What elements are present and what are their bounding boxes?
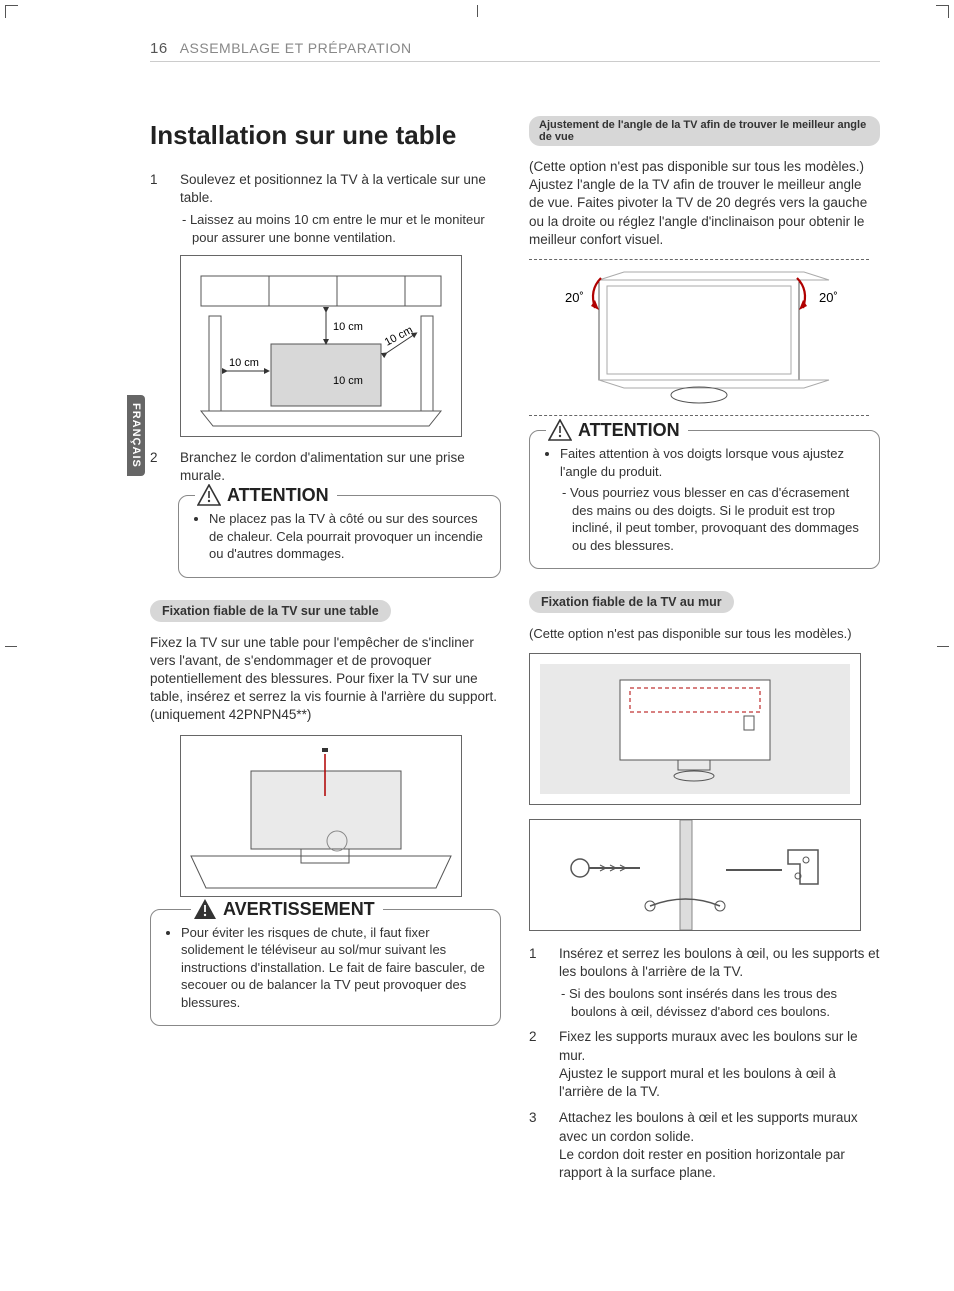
figure-table-screw: [180, 735, 462, 897]
warning-triangle-icon: [197, 484, 221, 506]
warning-triangle-solid-icon: [193, 898, 217, 920]
svg-text:20˚: 20˚: [819, 290, 838, 305]
fixation-table-text: Fixez la TV sur une table pour l'empêche…: [150, 634, 501, 725]
page-title: Installation sur une table: [150, 120, 501, 151]
wall-step-1: 1 Insérez et serrez les boulons à œil, o…: [529, 945, 880, 1021]
figure-angle: 20˚ 20˚: [529, 259, 869, 416]
wall-note: (Cette option n'est pas disponible sur t…: [529, 625, 880, 643]
svg-text:10 cm: 10 cm: [333, 321, 363, 333]
right-column: Ajustement de l'angle de la TV afin de t…: [529, 110, 880, 1190]
page-number: 16: [150, 40, 168, 57]
wall-step-3: 3 Attachez les boulons à œil et les supp…: [529, 1109, 880, 1182]
svg-text:20˚: 20˚: [565, 290, 584, 305]
warning-triangle-icon: [548, 419, 572, 441]
wall-step-2: 2 Fixez les supports muraux avec les bou…: [529, 1028, 880, 1101]
left-column: Installation sur une table 1 Soulevez et…: [150, 110, 501, 1190]
page-header: 16 ASSEMBLAGE ET PRÉPARATION: [150, 40, 880, 62]
svg-text:10 cm: 10 cm: [229, 357, 259, 369]
figure-wall-mount-bottom: [529, 819, 861, 931]
angle-text: (Cette option n'est pas disponible sur t…: [529, 158, 880, 249]
svg-text:10 cm: 10 cm: [333, 375, 363, 387]
attention-box-2: ATTENTION Faites attention à vos doigts …: [529, 430, 880, 569]
section-title: ASSEMBLAGE ET PRÉPARATION: [180, 40, 412, 56]
pill-wall: Fixation fiable de la TV au mur: [529, 591, 734, 613]
avertissement-box: AVERTISSEMENT Pour éviter les risques de…: [150, 909, 501, 1027]
language-tab: FRANÇAIS: [127, 395, 145, 476]
step-1: 1 Soulevez et positionnez la TV à la ver…: [150, 171, 501, 247]
step-2: 2 Branchez le cordon d'alimentation sur …: [150, 449, 501, 485]
figure-table-clearance: 10 cm 10 cm 10 cm 10 cm: [180, 255, 462, 437]
pill-angle: Ajustement de l'angle de la TV afin de t…: [529, 116, 880, 146]
figure-wall-mount-top: [529, 653, 861, 805]
attention-box-1: ATTENTION Ne placez pas la TV à côté ou …: [178, 495, 501, 578]
pill-fixation-table: Fixation fiable de la TV sur une table: [150, 600, 391, 622]
